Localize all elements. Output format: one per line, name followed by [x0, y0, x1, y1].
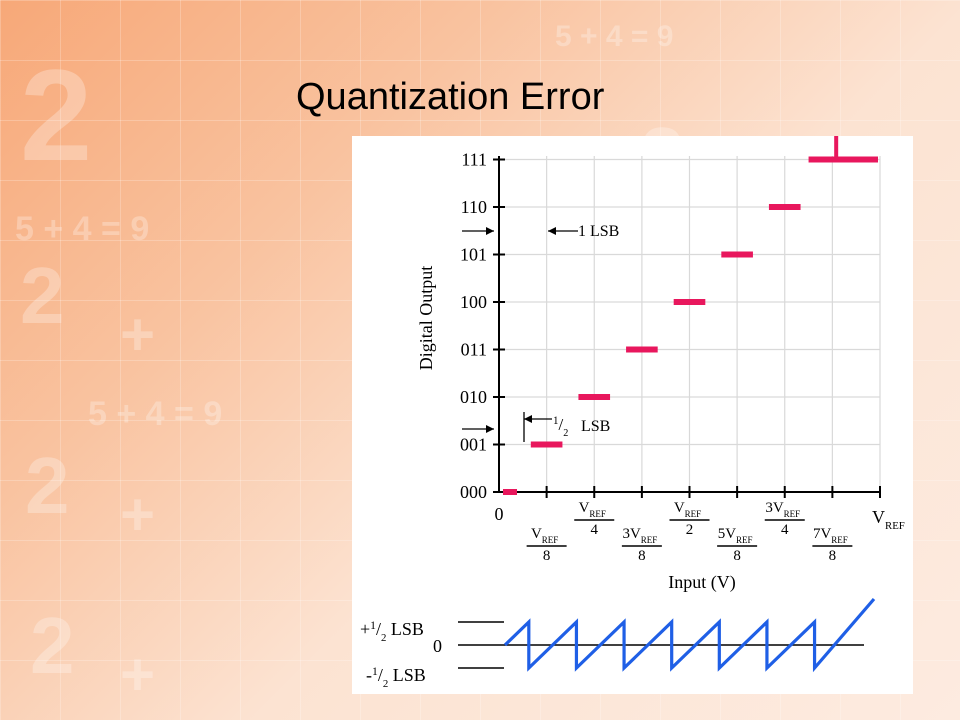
- y-axis-label: Digital Output: [416, 266, 436, 371]
- slide-title: Quantization Error: [296, 76, 605, 118]
- error-label-bottom: -1/2 LSB: [366, 665, 426, 691]
- y-tick-label: 000: [460, 482, 487, 502]
- half-lsb-arrowhead-left: [486, 425, 494, 433]
- x-fraction-denominator: 8: [829, 548, 837, 564]
- error-label-zero: 0: [433, 636, 442, 656]
- chart-panel: 000 001 010 011 100 101 110 111 Digital Output In…: [352, 136, 913, 694]
- x-fraction-denominator: 8: [733, 548, 741, 564]
- x-fraction-numerator: 3VREF: [765, 500, 800, 519]
- y-tick-label: 010: [460, 387, 487, 407]
- x-fraction-numerator: 3VREF: [622, 526, 657, 545]
- x-fraction-denominator: 2: [686, 522, 694, 538]
- background-deco-text: 2: [20, 251, 65, 340]
- y-tick-label: 100: [460, 292, 487, 312]
- lsb-annotation-label: 1 LSB: [578, 223, 619, 240]
- background-deco-text: 2: [20, 42, 93, 188]
- x-fraction-denominator: 4: [781, 522, 789, 538]
- background-deco-text: +: [120, 641, 156, 708]
- x-fraction-denominator: 4: [591, 522, 599, 538]
- y-tick-label: 110: [461, 197, 487, 217]
- x-fraction-denominator: 8: [543, 548, 551, 564]
- y-tick-label: 101: [460, 245, 487, 265]
- x-fraction-numerator: VREF: [579, 500, 606, 519]
- y-tick-label: 011: [461, 340, 487, 360]
- half-lsb-fraction: 1/2: [553, 415, 568, 439]
- background-deco-text: 5 + 4 = 9: [555, 20, 674, 53]
- x-fraction-denominator: 8: [638, 548, 646, 564]
- background-deco-text: 5 + 4 = 9: [15, 210, 150, 248]
- lsb-arrowhead-left: [486, 227, 494, 235]
- half-lsb-arrowhead: [524, 415, 532, 423]
- x-fraction-numerator: VREF: [674, 500, 701, 519]
- background-deco-text: 2: [25, 441, 70, 530]
- y-tick-label: 001: [460, 435, 487, 455]
- error-label-top: +1/2 LSB: [360, 619, 424, 645]
- half-lsb-unit: LSB: [581, 418, 610, 435]
- x-origin-label: 0: [495, 504, 504, 524]
- x-fraction-numerator: 5VREF: [718, 526, 753, 545]
- lsb-arrowhead-right: [548, 227, 556, 235]
- x-fraction-numerator: 7VREF: [813, 526, 848, 545]
- y-tick-label: 111: [461, 150, 487, 170]
- background-deco-text: +: [120, 301, 156, 368]
- background-deco-text: 5 + 4 = 9: [88, 395, 223, 433]
- background-deco-text: 2: [30, 601, 75, 690]
- x-end-label: VREF: [872, 507, 905, 532]
- x-fraction-numerator: VREF: [531, 526, 558, 545]
- x-axis-label: Input (V): [668, 572, 735, 593]
- quantization-chart: 000 001 010 011 100 101 110 111 Digital Output In…: [360, 136, 905, 691]
- quantization-error-waveform: [503, 597, 876, 673]
- background-deco-text: +: [120, 481, 156, 548]
